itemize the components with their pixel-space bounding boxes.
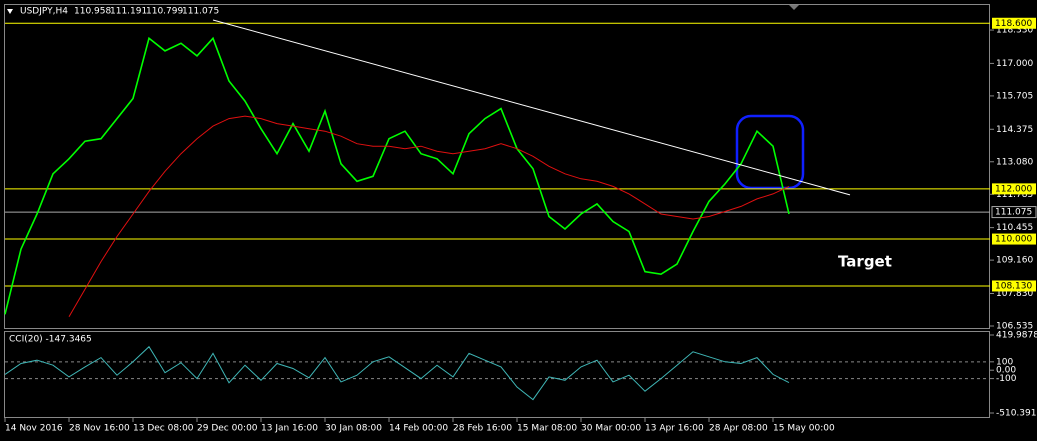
y-tick-label: 107.830 bbox=[996, 289, 1033, 299]
chart-title: USDJPY,H4 bbox=[20, 7, 68, 17]
ohlc-value: 110.958 bbox=[74, 7, 111, 17]
y-tick-label: 114.375 bbox=[996, 125, 1033, 135]
y-tick-label: 118.330 bbox=[996, 26, 1033, 36]
current-price-label: 111.075 bbox=[995, 208, 1032, 218]
y-tick-label: -100 bbox=[996, 374, 1017, 384]
menu-arrow bbox=[7, 9, 13, 14]
ohlc-value: 111.075 bbox=[182, 7, 219, 17]
x-tick-label: 14 Feb 00:00 bbox=[389, 424, 448, 434]
main-frame bbox=[4, 4, 990, 329]
y-tick-label: 106.535 bbox=[996, 321, 1033, 331]
x-tick-label: 28 Feb 16:00 bbox=[453, 424, 512, 434]
x-tick-label: 13 Dec 08:00 bbox=[133, 424, 194, 434]
chart-title: CCI(20) -147.3465 bbox=[9, 335, 92, 345]
y-tick-label: -510.3915 bbox=[996, 409, 1037, 419]
ohlc-value: 111.191 bbox=[110, 7, 147, 17]
highlight-box bbox=[735, 114, 805, 190]
y-tick-label: 111.785 bbox=[996, 190, 1033, 200]
x-tick-label: 29 Dec 00:00 bbox=[197, 424, 258, 434]
cci-line bbox=[4, 345, 790, 401]
x-tick-label: 30 Mar 00:00 bbox=[581, 424, 641, 434]
y-tick-label: 115.705 bbox=[996, 91, 1033, 101]
level-label-box bbox=[992, 183, 1036, 195]
price-line bbox=[4, 36, 790, 315]
level-label-box bbox=[992, 17, 1036, 29]
level-label: 110.000 bbox=[995, 235, 1032, 245]
x-tick-label: 28 Apr 08:00 bbox=[709, 424, 768, 434]
moving-average bbox=[68, 115, 790, 318]
y-tick-label: 109.160 bbox=[996, 256, 1033, 266]
x-tick-label: 15 Mar 08:00 bbox=[517, 424, 577, 434]
level-label-box bbox=[992, 280, 1036, 292]
level-label: 112.000 bbox=[995, 184, 1032, 194]
annotation: Target bbox=[838, 253, 892, 271]
y-tick-label: 0.00 bbox=[996, 366, 1016, 376]
shift-marker bbox=[789, 5, 799, 10]
level-label: 118.600 bbox=[995, 19, 1032, 29]
y-tick-label: 117.000 bbox=[996, 59, 1033, 69]
y-tick-label: 113.080 bbox=[996, 157, 1033, 167]
y-tick-label: 100 bbox=[996, 357, 1013, 367]
y-tick-label: 110.455 bbox=[996, 223, 1033, 233]
x-tick-label: 28 Nov 16:00 bbox=[69, 424, 130, 434]
trendline bbox=[212, 19, 851, 196]
x-tick-label: 13 Apr 16:00 bbox=[645, 424, 704, 434]
x-tick-label: 13 Jan 16:00 bbox=[261, 424, 318, 434]
current-price-box bbox=[991, 206, 1037, 219]
y-tick-label: 419.9878 bbox=[996, 331, 1037, 341]
ohlc-value: 110.799 bbox=[146, 7, 183, 17]
x-tick-label: 15 May 00:00 bbox=[773, 424, 835, 434]
x-tick-label: 30 Jan 08:00 bbox=[325, 424, 382, 434]
x-tick-label: 14 Nov 2016 bbox=[5, 424, 63, 434]
level-label-box bbox=[992, 233, 1036, 245]
level-label: 108.130 bbox=[995, 281, 1032, 291]
cci-frame bbox=[4, 331, 990, 418]
